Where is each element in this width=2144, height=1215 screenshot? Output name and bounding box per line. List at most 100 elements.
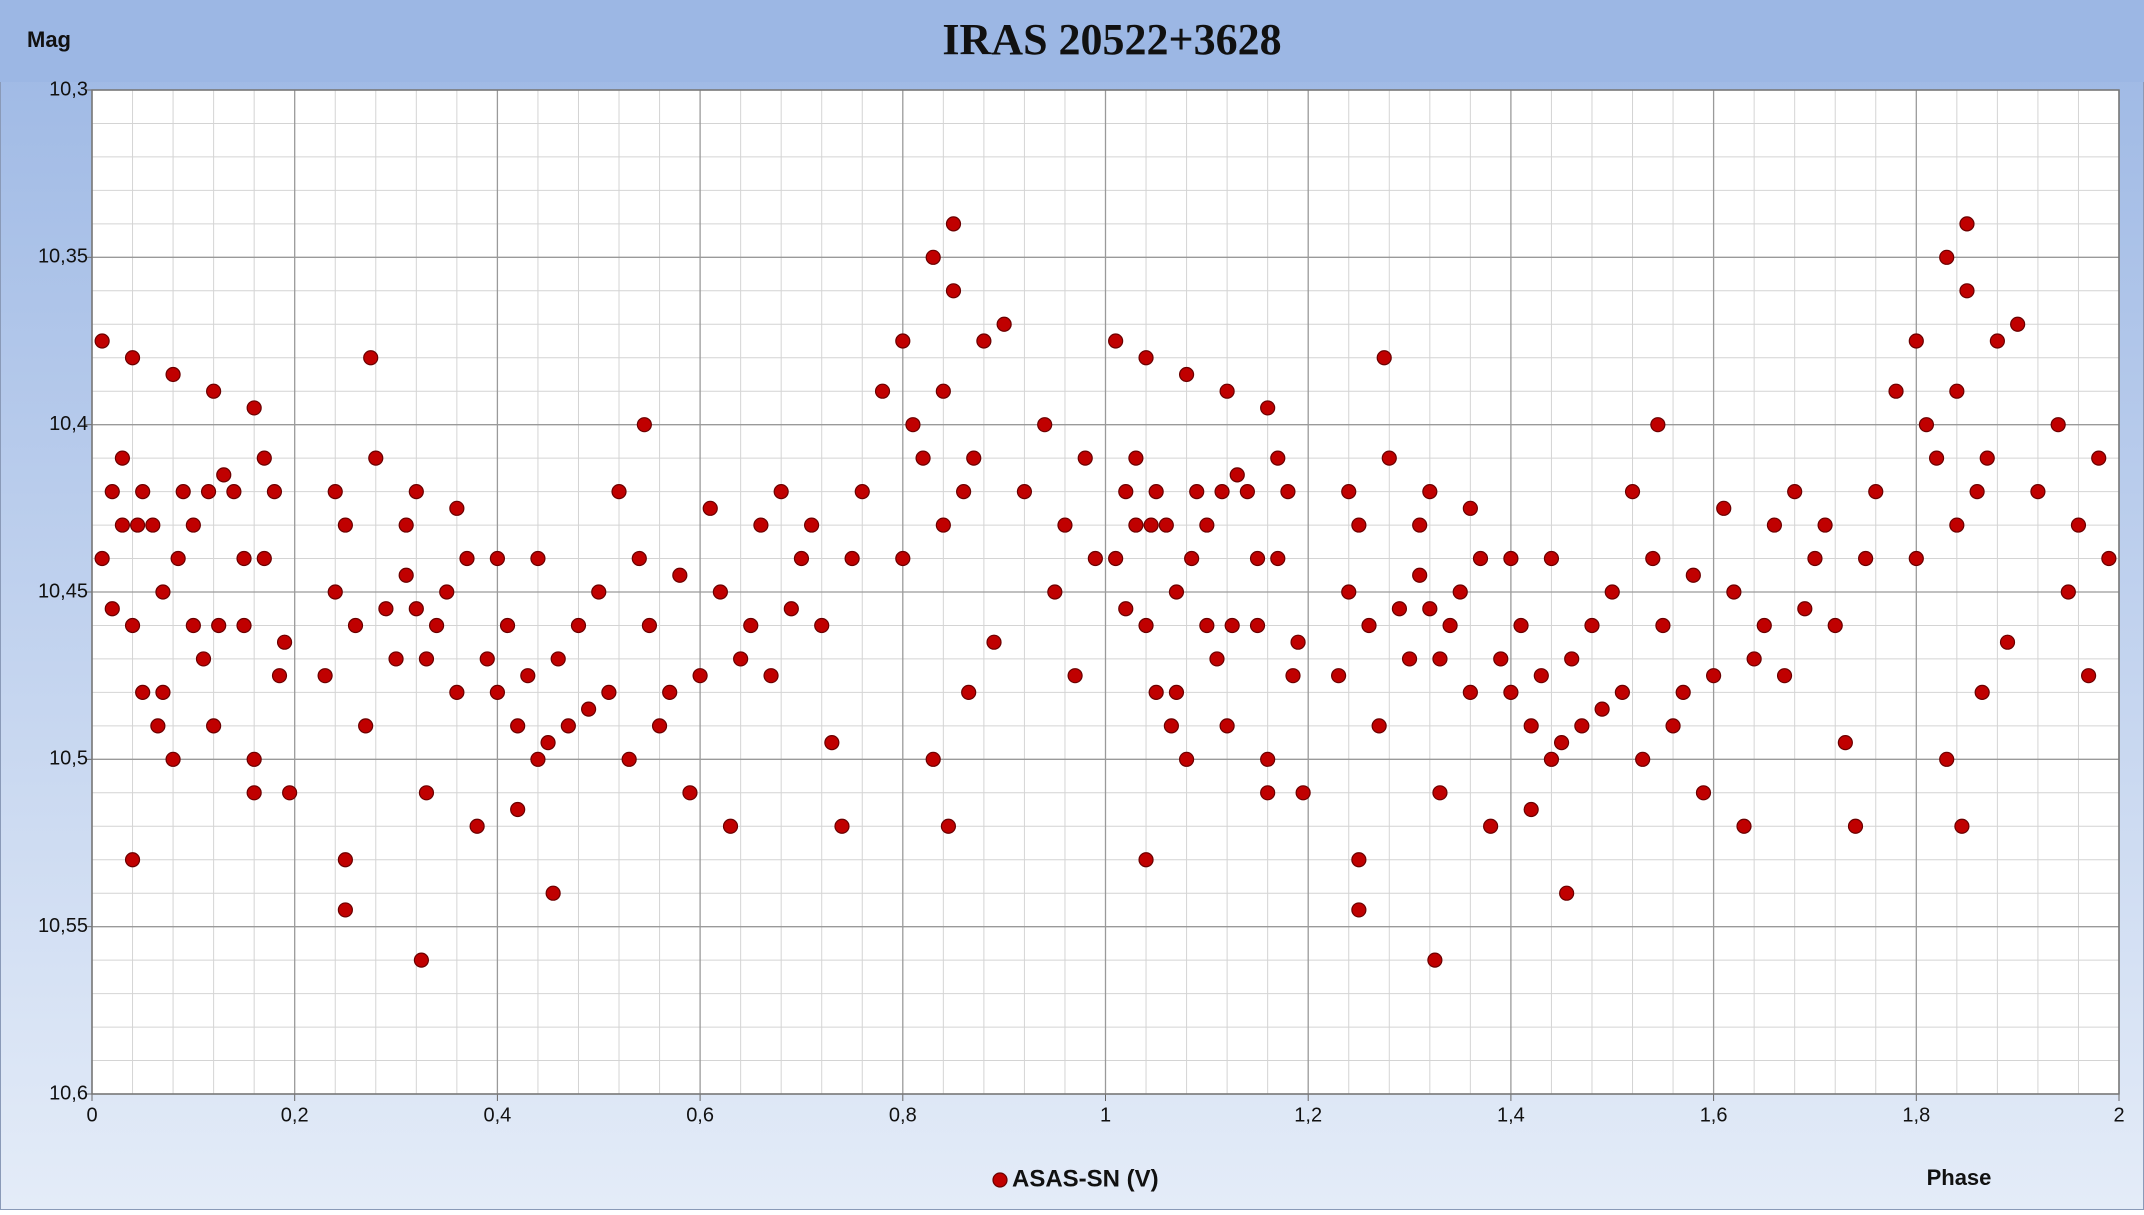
point (814, 617, 830, 634)
point (388, 651, 404, 667)
point (1635, 751, 1651, 767)
point (1472, 550, 1489, 567)
point (408, 484, 424, 500)
point (368, 450, 384, 466)
point (428, 617, 445, 634)
point (327, 484, 343, 500)
x-tick-label: 0,4 (483, 1104, 511, 1126)
point (1260, 785, 1276, 801)
point (550, 651, 566, 667)
point (1858, 550, 1874, 567)
point (282, 785, 298, 801)
point (347, 617, 364, 634)
point (408, 601, 424, 617)
point (398, 517, 414, 533)
point (1614, 684, 1630, 701)
point (895, 550, 911, 567)
point (226, 484, 242, 500)
point (773, 484, 789, 500)
point (378, 601, 394, 617)
point (94, 333, 110, 349)
point (702, 500, 718, 516)
point (1219, 718, 1235, 734)
point (1037, 417, 1053, 433)
point (1705, 668, 1722, 684)
point (905, 417, 921, 433)
point (1184, 550, 1200, 567)
point (266, 484, 283, 500)
x-tick-label: 2 (2113, 1104, 2124, 1126)
point (763, 668, 779, 684)
point (1685, 567, 1701, 583)
point (1189, 484, 1205, 500)
point (1138, 617, 1154, 634)
point (150, 718, 166, 734)
point (1376, 350, 1392, 366)
legend-marker (992, 1172, 1008, 1188)
point (1746, 651, 1762, 667)
point (1391, 601, 1408, 617)
point (271, 668, 288, 684)
point (510, 718, 526, 734)
y-tick-label: 10,45 (38, 580, 88, 602)
point (1158, 517, 1174, 533)
point (1148, 684, 1164, 701)
point (1351, 902, 1367, 918)
point (1939, 249, 1955, 265)
point (601, 684, 617, 701)
point (130, 517, 146, 533)
point (560, 718, 576, 734)
point (449, 684, 465, 701)
point (1087, 550, 1103, 567)
x-tick-label: 1,4 (1497, 1104, 1525, 1126)
point (1401, 651, 1418, 667)
point (1787, 484, 1803, 500)
point (216, 467, 232, 483)
point (1128, 517, 1144, 533)
point (682, 785, 698, 801)
point (1260, 400, 1276, 416)
y-tick-label: 10,3 (49, 78, 88, 100)
point (1108, 550, 1124, 567)
point (114, 517, 131, 533)
point (996, 316, 1012, 332)
point (1954, 818, 1970, 834)
point (1422, 601, 1438, 617)
point (1260, 751, 1276, 767)
point (1057, 517, 1073, 533)
point (1979, 450, 1995, 466)
point (1807, 550, 1823, 567)
point (104, 601, 120, 617)
point (236, 550, 252, 567)
plot-border (91, 89, 2120, 1095)
point (722, 818, 739, 834)
point (1412, 517, 1428, 533)
point (2101, 550, 2117, 567)
point (1341, 484, 1357, 500)
point (1118, 484, 1134, 500)
point (135, 684, 151, 701)
point (874, 383, 891, 399)
point (935, 383, 951, 399)
point (1513, 617, 1529, 634)
point (611, 484, 627, 500)
point (915, 450, 931, 466)
point (753, 517, 769, 533)
x-tick-label: 1,2 (1294, 1104, 1322, 1126)
point (145, 517, 161, 533)
point (1295, 785, 1311, 801)
point (986, 634, 1002, 650)
point (489, 550, 505, 567)
point (1432, 785, 1448, 801)
point (1959, 216, 1975, 232)
point (413, 952, 429, 968)
point (1974, 684, 1990, 701)
point (439, 584, 455, 600)
point (1209, 651, 1225, 667)
point (1827, 617, 1843, 634)
point (337, 517, 353, 533)
point (1756, 617, 1772, 634)
point (1503, 684, 1519, 701)
point (1067, 668, 1083, 684)
